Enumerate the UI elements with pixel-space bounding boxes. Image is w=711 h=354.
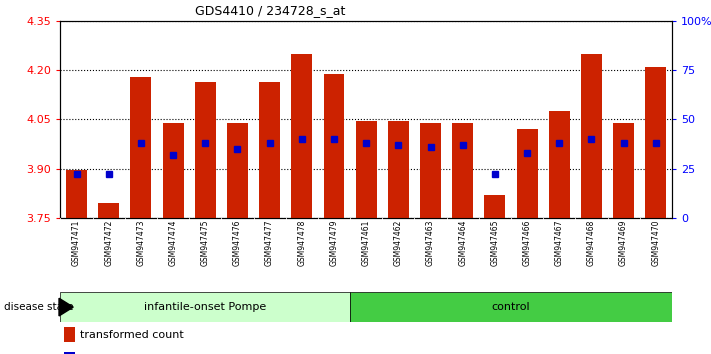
Bar [66,170,87,218]
Text: GSM947470: GSM947470 [651,219,661,266]
Text: GSM947469: GSM947469 [619,219,628,266]
Bar [130,77,151,218]
FancyBboxPatch shape [60,292,350,322]
Text: GSM947472: GSM947472 [105,219,113,266]
Bar [324,74,344,218]
Bar [64,352,75,354]
Bar [356,121,377,218]
Text: GDS4410 / 234728_s_at: GDS4410 / 234728_s_at [195,4,346,17]
Text: GSM947479: GSM947479 [329,219,338,266]
Text: disease state: disease state [4,302,73,312]
Bar [517,129,538,218]
Bar [227,123,248,218]
Bar [64,327,75,342]
Text: GSM947475: GSM947475 [201,219,210,266]
Bar [613,123,634,218]
Text: GSM947463: GSM947463 [426,219,435,266]
Polygon shape [59,298,73,316]
FancyBboxPatch shape [350,292,672,322]
Bar [292,54,312,218]
Text: GSM947471: GSM947471 [72,219,81,266]
Text: GSM947474: GSM947474 [169,219,178,266]
Text: GSM947462: GSM947462 [394,219,403,266]
Bar [163,123,183,218]
Bar [452,123,474,218]
Bar [259,82,280,218]
Bar [420,123,441,218]
Bar [98,203,119,218]
Text: transformed count: transformed count [80,330,183,339]
Text: GSM947467: GSM947467 [555,219,564,266]
Bar [581,54,602,218]
Text: GSM947461: GSM947461 [362,219,370,266]
Text: control: control [492,302,530,312]
Text: GSM947478: GSM947478 [297,219,306,266]
Text: infantile-onset Pompe: infantile-onset Pompe [144,302,267,312]
Text: GSM947465: GSM947465 [491,219,499,266]
Bar [646,67,666,218]
Bar [388,121,409,218]
Text: GSM947477: GSM947477 [265,219,274,266]
Text: GSM947476: GSM947476 [233,219,242,266]
Bar [549,111,570,218]
Text: GSM947466: GSM947466 [523,219,532,266]
Text: GSM947464: GSM947464 [458,219,467,266]
Text: GSM947468: GSM947468 [587,219,596,266]
Bar [195,82,215,218]
Text: GSM947473: GSM947473 [137,219,145,266]
Bar [484,195,506,218]
